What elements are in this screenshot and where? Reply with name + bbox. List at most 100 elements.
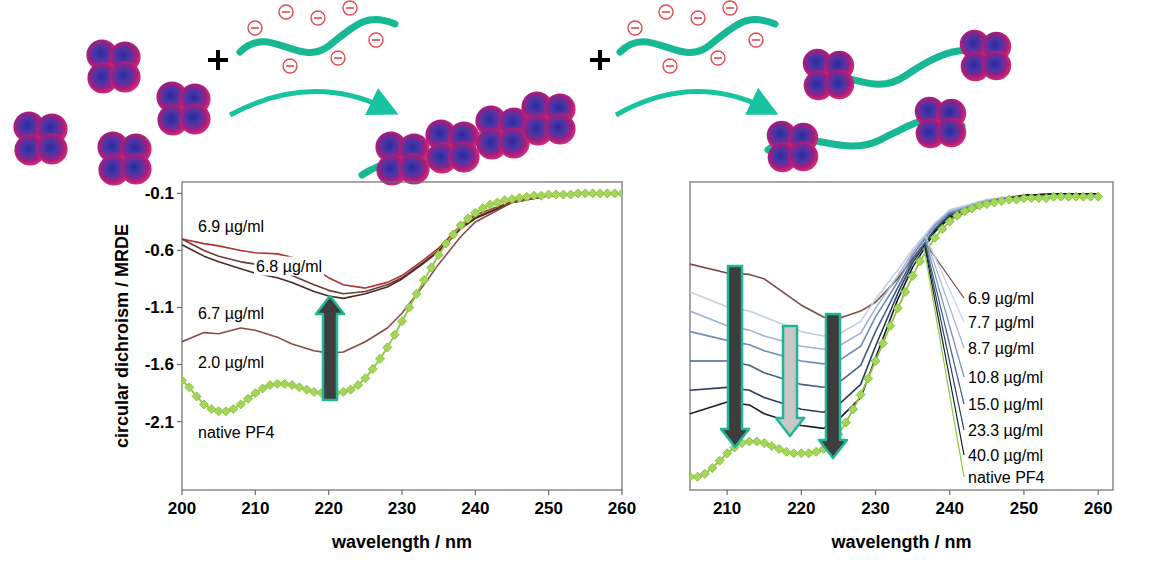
x-tick-label: 210 [713,499,741,518]
series-marker [405,303,414,312]
series-marker [471,208,480,217]
negative-charge-bar [314,17,322,19]
negative-charge [723,1,737,15]
series-marker [566,190,575,199]
series-marker [618,189,623,198]
series-marker [185,383,194,392]
x-tick [548,490,549,495]
series-marker [464,214,473,223]
pf4-subunit [36,133,67,164]
series-marker [901,288,910,297]
pf4-tetramer [767,121,818,172]
series-marker [723,449,732,458]
pf4-tetramer [960,30,1011,81]
pf4-tetramer [86,39,140,93]
series-marker [200,400,209,409]
series-line [182,193,622,353]
x-tick [181,490,182,495]
series-marker [310,387,319,396]
series-marker [182,376,187,385]
series-marker [236,400,245,409]
y-axis-title: circular dichroism / MRDE [112,224,132,448]
data-group [690,192,1103,481]
label-patch [196,304,266,323]
curve-label: 6.9 µg/ml [968,290,1034,307]
curve-label: 10.8 µg/ml [968,369,1043,386]
negative-charge [663,59,677,73]
negative-charge-bar [694,17,702,19]
y-tick [177,421,182,422]
y-tick-label: -1.6 [145,355,174,374]
negative-charge-bar [346,7,354,9]
curve-label: 40.0 µg/ml [968,447,1043,464]
label-leader [925,243,964,404]
x-tick-label: 220 [787,499,815,518]
curve-label-group: 6.7 µg/ml [196,304,266,323]
curve-label-group: 6.8 µg/ml [254,257,324,276]
series-marker [916,257,925,266]
series-marker [700,469,709,478]
curve-label: native PF4 [968,469,1045,486]
series-marker [500,196,509,205]
negative-charge-bar [662,11,670,13]
x-tick-label: 260 [1084,499,1112,518]
negative-charge [343,1,357,15]
negative-charge-bar [286,65,294,67]
series-marker [945,217,954,226]
pf4-subunit [398,153,429,184]
x-tick-label: 240 [936,499,964,518]
plus-sign [216,50,220,70]
chart-panel: 210220230240250260wavelength / nm6.9 µg/… [686,182,1114,552]
pf4-tetramer [475,105,529,159]
series-marker [361,374,370,383]
negative-charge [283,59,297,73]
trend-arrow [819,314,847,458]
pf4-subunit [789,142,819,172]
series-line [182,193,622,411]
curve-label-group: 10.8 µg/ml [925,239,1043,386]
y-tick-label: -1.1 [145,298,174,317]
x-tick-label: 260 [608,499,636,518]
series-marker [376,354,385,363]
series-marker [871,356,880,365]
series-marker [515,193,524,202]
series-marker [878,339,887,348]
pf4-subunit [937,118,967,148]
label-patch [196,423,277,442]
x-tick-label: 250 [1010,499,1038,518]
label-leader [925,245,964,430]
curve-label: 2.0 µg/ml [198,354,264,371]
negative-charge-bar [666,65,674,67]
negative-charge [711,51,725,65]
curve-label-group: 6.9 µg/ml [196,217,266,236]
series-marker [953,211,962,220]
process-arrow [230,92,385,115]
series-line [690,194,1098,429]
pf4-tetramer [803,49,854,100]
data-group [182,189,622,416]
curve-label-group: 2.0 µg/ml [196,353,266,372]
series-marker [997,197,1006,206]
x-tick-label: 210 [241,499,269,518]
series-marker [412,289,421,298]
negative-charge [331,51,345,65]
series-marker [975,201,984,210]
schematic [13,1,1011,186]
background [0,0,1163,584]
series-marker [537,191,546,200]
plus-sign [598,50,602,70]
label-leader [925,239,964,377]
series-marker [434,251,443,260]
label-leader [925,253,964,477]
process-arrow [616,92,765,115]
x-axis-title: wavelength / nm [830,532,971,552]
series-line [690,197,1098,319]
series-marker [982,200,991,209]
y-tick-label: -0.1 [145,184,174,203]
series-line [690,194,1098,349]
negative-charge-bar [282,11,290,13]
series-marker [893,304,902,313]
negative-charge [691,11,705,25]
negative-charge [749,33,763,47]
series-marker [841,418,850,427]
